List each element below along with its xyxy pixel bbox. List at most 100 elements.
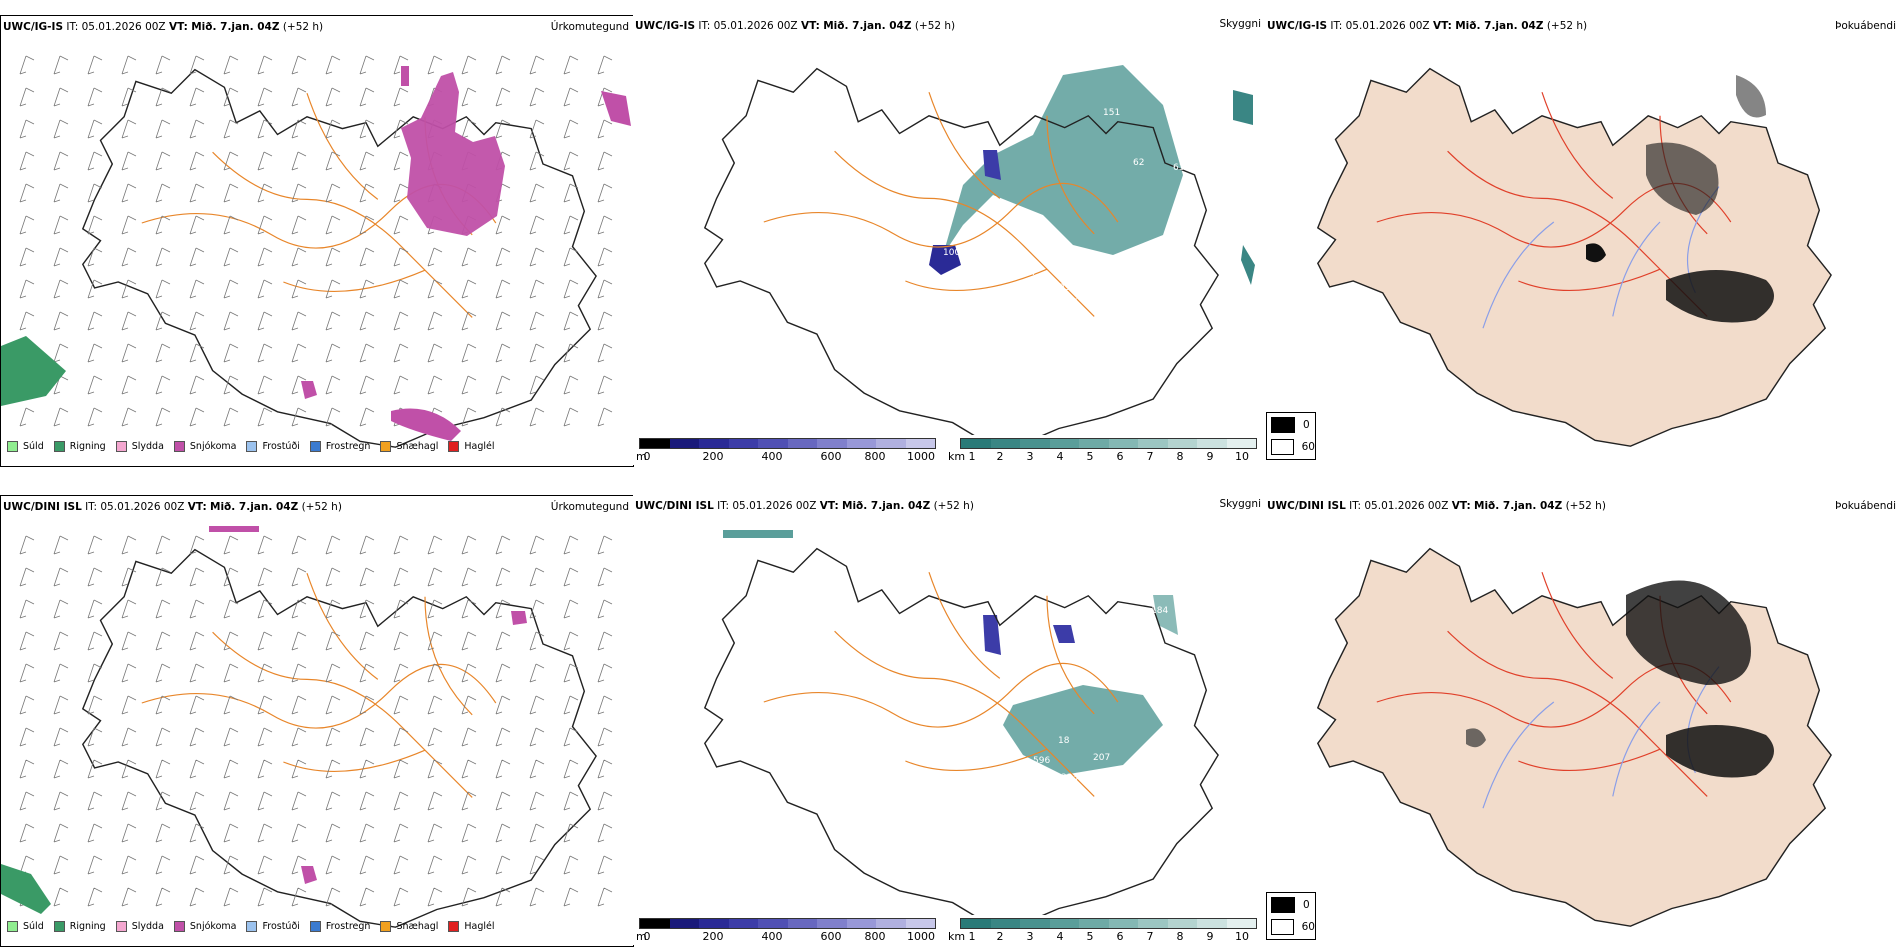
tick-label: 200	[702, 930, 724, 943]
wind-barb	[257, 663, 273, 683]
ceiling-label: 333	[1061, 773, 1078, 783]
wind-barb	[427, 311, 443, 331]
wind-barb	[121, 567, 137, 587]
wind-barb	[155, 247, 171, 267]
wind-barb	[495, 535, 511, 555]
wind-barb	[359, 183, 375, 203]
wind-barb	[563, 343, 579, 363]
wind-barb	[189, 599, 205, 619]
wind-barb	[325, 791, 341, 811]
ceiling-label: 204	[1018, 268, 1035, 278]
wind-barb	[257, 567, 273, 587]
legend-item: Snjókoma	[173, 921, 236, 932]
tick-label: 4	[1056, 450, 1064, 463]
tick-label: 400	[761, 930, 783, 943]
tick-label: 800	[864, 930, 886, 943]
wind-barb	[359, 407, 375, 427]
wind-barb	[393, 215, 409, 235]
wind-barb	[121, 55, 137, 75]
wind-barb	[53, 727, 69, 747]
tick-label: 5	[1086, 930, 1094, 943]
visibility-area	[1233, 90, 1253, 125]
wind-barb	[597, 567, 613, 587]
wind-barb	[155, 535, 171, 555]
iceland-outline	[81, 548, 597, 928]
wind-barb	[529, 119, 545, 139]
precip-type-map-top: UWC/IG-IS IT: 05.01.2026 00Z VT: Mið. 7.…	[0, 15, 634, 467]
wind-barb	[189, 855, 205, 875]
wind-barb	[495, 215, 511, 235]
wind-barb	[155, 631, 171, 651]
wind-barb	[427, 887, 443, 907]
wind-barb	[563, 695, 579, 715]
wind-barb	[597, 247, 613, 267]
tick-label: 9	[1206, 450, 1214, 463]
wind-barb	[155, 599, 171, 619]
wind-barb	[563, 407, 579, 427]
legend-item: Súld	[7, 921, 44, 932]
wind-barb	[325, 279, 341, 299]
wind-barb	[393, 279, 409, 299]
wind-barb	[495, 599, 511, 619]
wind-barb	[121, 727, 137, 747]
wind-barb	[495, 247, 511, 267]
wind-barb	[121, 759, 137, 779]
wind-barb	[223, 855, 239, 875]
precip-map-svg	[1, 526, 613, 928]
wind-barb	[529, 151, 545, 171]
wind-barb	[155, 823, 171, 843]
wind-barb	[53, 599, 69, 619]
road-network	[763, 92, 1119, 317]
wind-barb	[393, 311, 409, 331]
legend-item: Slydda	[115, 441, 164, 452]
panel-title: UWC/DINI ISL IT: 05.01.2026 00Z VT: Mið.…	[3, 501, 342, 513]
wind-barb	[325, 535, 341, 555]
wind-barb	[291, 343, 307, 363]
fog-map-svg	[1316, 547, 1832, 927]
wind-barb	[223, 151, 239, 171]
tick-label: 8	[1176, 450, 1184, 463]
wind-barbs	[19, 55, 613, 427]
wind-barb	[257, 535, 273, 555]
wind-barb	[427, 727, 443, 747]
snow-area	[391, 408, 461, 441]
wind-barb	[121, 823, 137, 843]
wind-barb	[87, 87, 103, 107]
wind-barb	[53, 119, 69, 139]
wind-barb	[325, 87, 341, 107]
wind-barb	[427, 599, 443, 619]
wind-barb	[87, 887, 103, 907]
wind-barb	[529, 535, 545, 555]
wind-barb	[393, 343, 409, 363]
wind-barb	[189, 375, 205, 395]
wind-barb	[325, 759, 341, 779]
wind-barb	[291, 55, 307, 75]
wind-barb	[257, 631, 273, 651]
wind-barb	[53, 407, 69, 427]
wind-barb	[19, 727, 35, 747]
wind-barb	[53, 311, 69, 331]
ceiling-label: 151	[1103, 108, 1120, 118]
wind-barb	[189, 151, 205, 171]
ceiling-label: 207	[1093, 753, 1110, 763]
wind-barb	[597, 887, 613, 907]
wind-barb	[461, 87, 477, 107]
wind-barb	[563, 663, 579, 683]
wind-barb	[257, 87, 273, 107]
wind-barb	[393, 887, 409, 907]
ceiling-area	[929, 245, 961, 275]
wind-barb	[563, 631, 579, 651]
wind-barb	[461, 55, 477, 75]
wind-barb	[563, 55, 579, 75]
wind-barb	[563, 759, 579, 779]
wind-barb	[87, 215, 103, 235]
wind-barb	[393, 87, 409, 107]
wind-barb	[257, 151, 273, 171]
wind-barb	[359, 759, 375, 779]
wind-barb	[461, 791, 477, 811]
wind-barb	[121, 119, 137, 139]
wind-barb	[597, 759, 613, 779]
wind-barb	[223, 695, 239, 715]
wind-barb	[427, 663, 443, 683]
colorbar-unit: m	[636, 930, 647, 943]
